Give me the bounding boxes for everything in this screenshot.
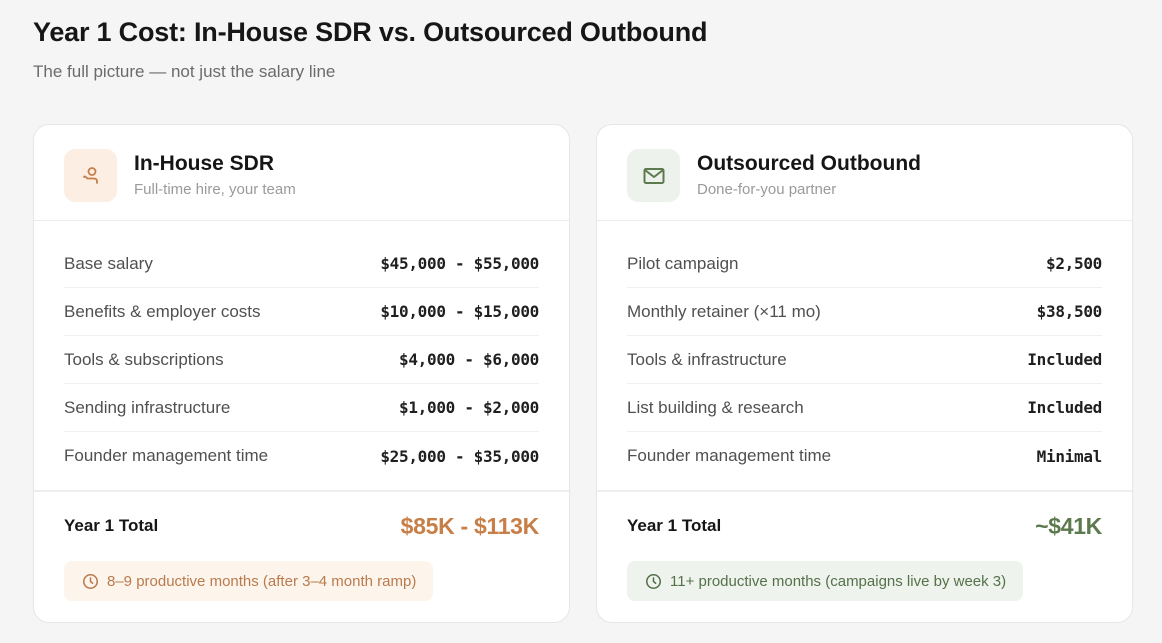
cost-row: List building & research Included (627, 384, 1102, 432)
cost-value: $2,500 (1046, 254, 1102, 273)
cost-value: Minimal (1036, 446, 1103, 466)
clock-icon (82, 573, 99, 589)
card-header: Outsourced Outbound Done-for-you partner (597, 125, 1132, 221)
cost-row: Founder management time $25,000 - $35,00… (64, 432, 539, 480)
cost-label: Monthly retainer (×11 mo) (627, 301, 821, 321)
cost-row: Founder management time Minimal (627, 432, 1102, 480)
person-icon-box (64, 149, 117, 202)
cost-value: $38,500 (1036, 302, 1103, 321)
cost-label: Benefits & employer costs (64, 301, 261, 321)
cost-value: $45,000 - $55,000 (380, 254, 539, 273)
card-title: Outsourced Outbound (697, 152, 921, 175)
badge-text: 11+ productive months (campaigns live by… (670, 572, 1007, 590)
outsourced-outbound-card: Outsourced Outbound Done-for-you partner… (596, 124, 1133, 623)
cost-value: $1,000 - $2,000 (399, 398, 539, 417)
cost-rows: Base salary $45,000 - $55,000 Benefits &… (64, 240, 539, 480)
cost-value: Included (1027, 350, 1102, 369)
page-title: Year 1 Cost: In-House SDR vs. Outsourced… (33, 17, 708, 47)
cost-label: Tools & subscriptions (64, 349, 224, 369)
card-header: In-House SDR Full-time hire, your team (34, 125, 569, 221)
card-subtitle: Done-for-you partner (697, 181, 837, 198)
cost-label: Sending infrastructure (64, 397, 231, 417)
page-subtitle: The full picture — not just the salary l… (33, 62, 336, 81)
cost-label: Founder management time (64, 446, 269, 465)
cost-value: $10,000 - $15,000 (380, 302, 539, 321)
cost-row: Tools & infrastructure Included (627, 336, 1102, 384)
total-row: Year 1 Total ~$41K (627, 508, 1102, 544)
total-value: $85K - $113K (400, 512, 540, 539)
cost-value: Included (1027, 398, 1102, 417)
cost-row: Monthly retainer (×11 mo) $38,500 (627, 288, 1102, 336)
total-row: Year 1 Total $85K - $113K (64, 508, 539, 544)
cost-label: List building & research (627, 397, 804, 417)
badge-text: 8–9 productive months (after 3–4 month r… (107, 572, 417, 590)
cost-label: Founder management time (627, 446, 832, 465)
card-title: In-House SDR (134, 152, 275, 175)
person-icon (82, 166, 98, 184)
total-divider (597, 490, 1132, 492)
productive-months-badge: 8–9 productive months (after 3–4 month r… (64, 561, 434, 601)
cost-value: $4,000 - $6,000 (399, 350, 539, 369)
cost-row: Pilot campaign $2,500 (627, 240, 1102, 288)
cost-rows: Pilot campaign $2,500 Monthly retainer (… (627, 240, 1102, 480)
mail-icon-box (627, 149, 680, 202)
cost-row: Sending infrastructure $1,000 - $2,000 (64, 384, 539, 432)
mail-icon (643, 167, 664, 184)
cost-label: Base salary (64, 253, 153, 273)
total-label: Year 1 Total (627, 516, 722, 535)
cost-row: Base salary $45,000 - $55,000 (64, 240, 539, 288)
cost-label: Tools & infrastructure (627, 349, 787, 369)
clock-icon (645, 573, 662, 589)
total-label: Year 1 Total (64, 516, 159, 535)
cost-row: Tools & subscriptions $4,000 - $6,000 (64, 336, 539, 384)
productive-months-badge: 11+ productive months (campaigns live by… (627, 561, 1024, 601)
cost-row: Benefits & employer costs $10,000 - $15,… (64, 288, 539, 336)
card-subtitle: Full-time hire, your team (134, 181, 296, 198)
cost-value: $25,000 - $35,000 (380, 446, 539, 466)
in-house-sdr-card: In-House SDR Full-time hire, your team B… (33, 124, 570, 623)
total-value: ~$41K (1035, 512, 1102, 539)
total-divider (34, 490, 569, 492)
cost-label: Pilot campaign (627, 253, 739, 273)
